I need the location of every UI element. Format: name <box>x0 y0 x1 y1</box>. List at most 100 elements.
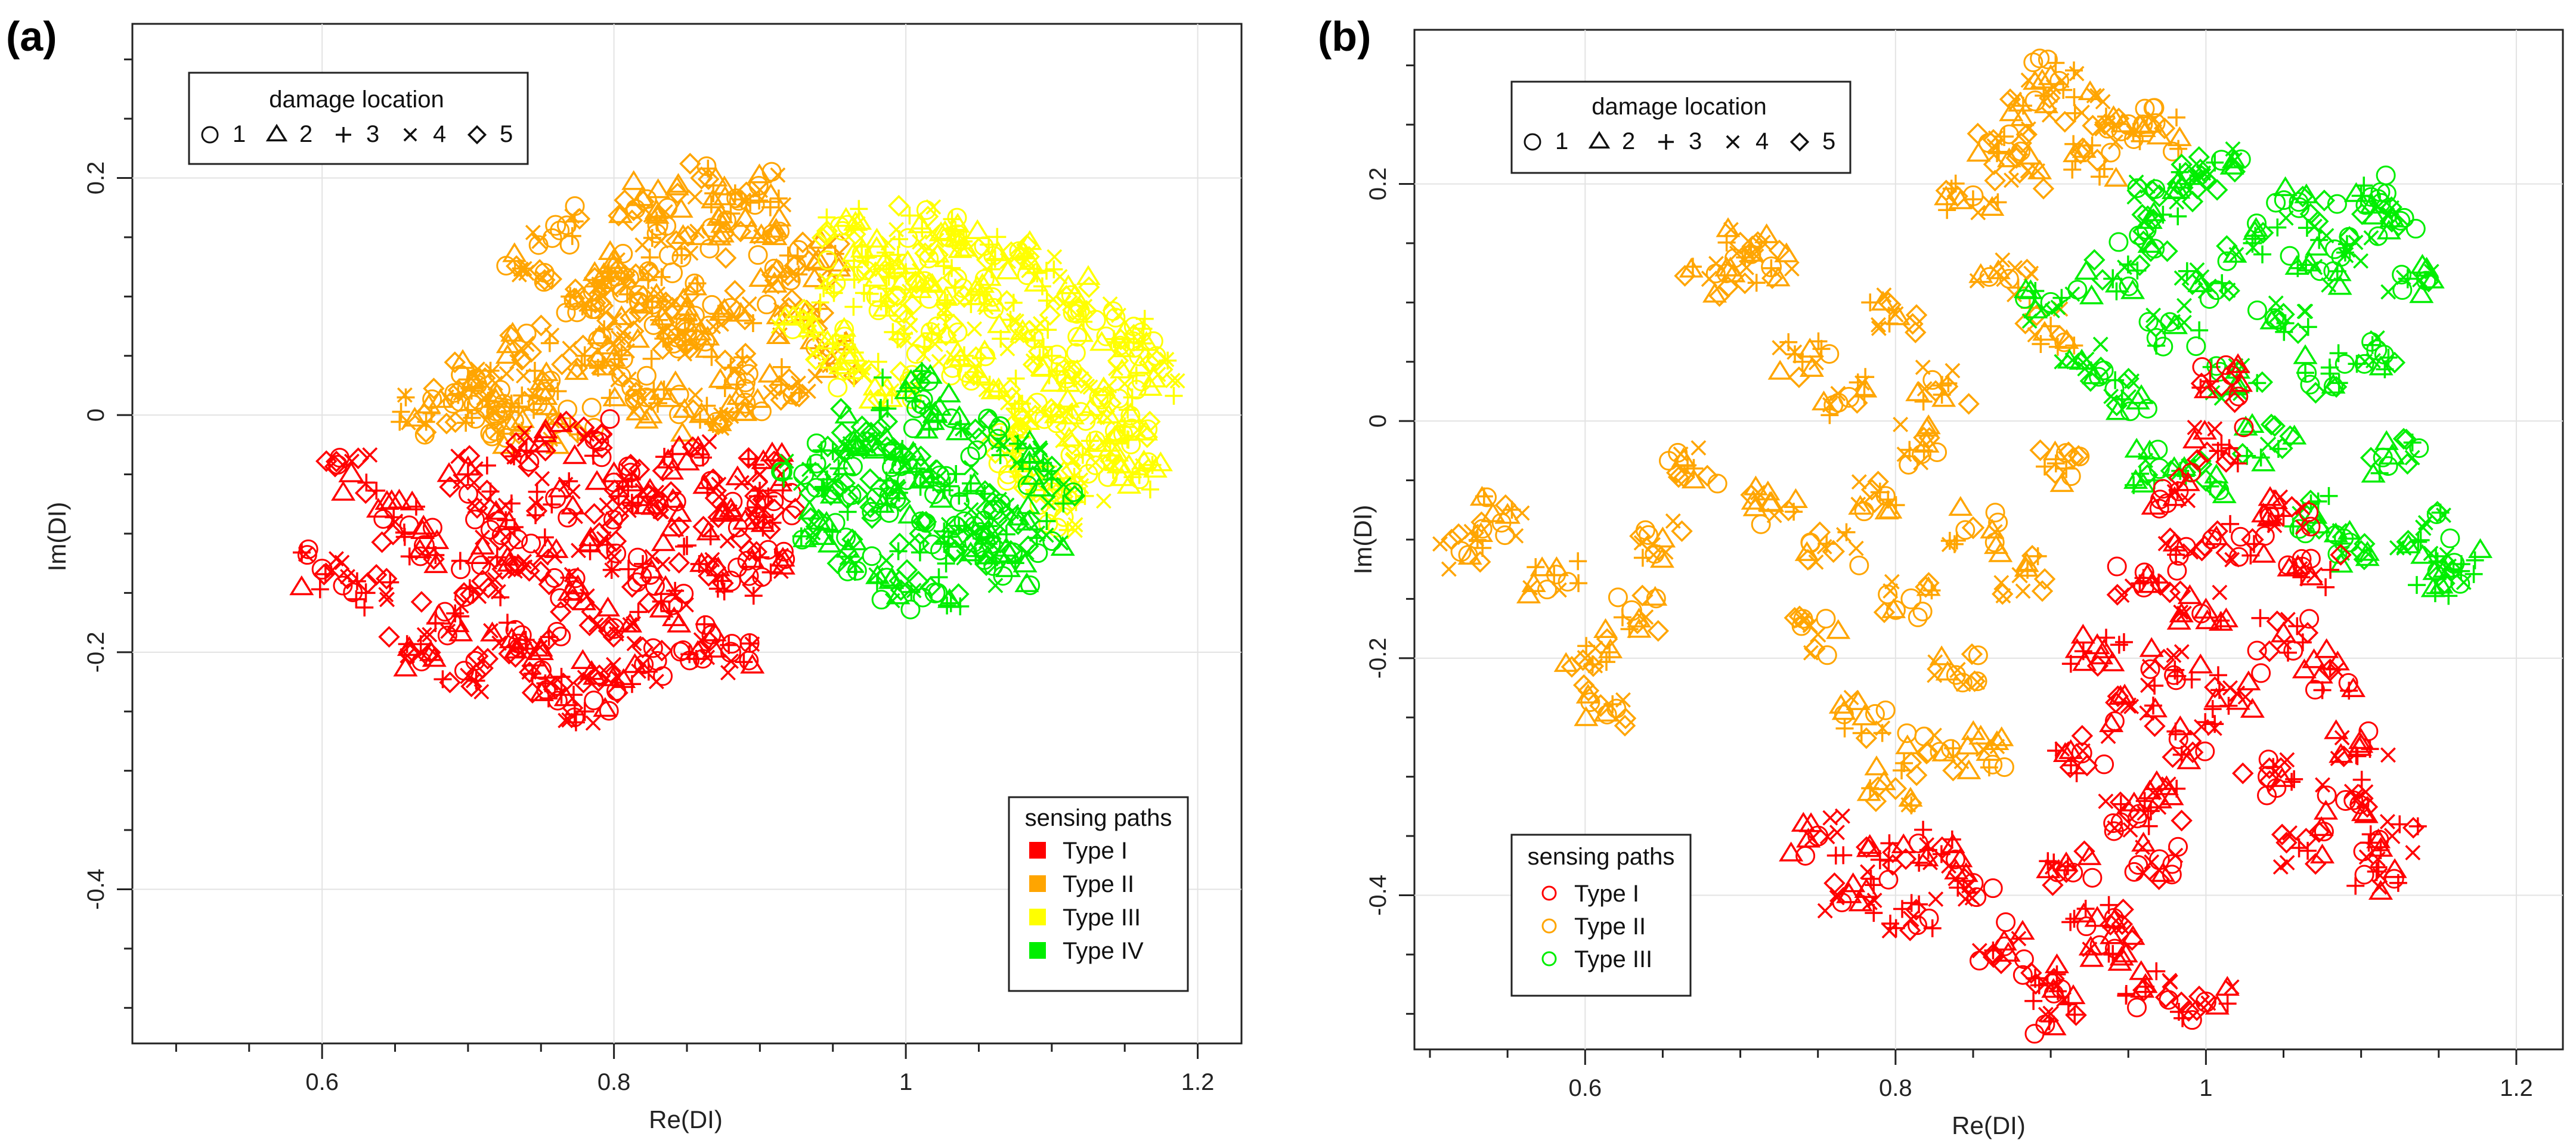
data-point <box>616 331 631 347</box>
data-point <box>465 509 485 529</box>
data-point <box>2129 254 2151 276</box>
data-point <box>2195 991 2216 1012</box>
data-point <box>949 492 970 512</box>
data-point <box>1054 494 1073 513</box>
data-point <box>676 321 698 343</box>
data-point <box>1989 726 2014 746</box>
data-point <box>2014 552 2039 572</box>
data-point <box>900 599 921 619</box>
data-point <box>907 570 930 593</box>
x-tick-label: 1 <box>899 1069 912 1095</box>
data-point <box>1118 402 1143 423</box>
data-point <box>620 501 637 518</box>
data-point <box>1864 755 1889 776</box>
data-point <box>2242 220 2268 240</box>
data-point <box>2348 728 2374 749</box>
data-point <box>2343 783 2360 800</box>
data-point <box>646 498 670 522</box>
data-point <box>1101 378 1117 394</box>
data-point <box>727 557 748 578</box>
data-point <box>2272 302 2295 326</box>
data-point <box>2023 265 2039 281</box>
data-point <box>1018 509 1041 531</box>
data-point <box>2072 138 2097 158</box>
data-point <box>938 294 956 312</box>
data-point <box>2114 633 2133 651</box>
data-point <box>2065 336 2083 355</box>
data-point <box>2042 1015 2067 1036</box>
data-point <box>1468 522 1494 543</box>
data-point <box>1169 373 1185 389</box>
data-point <box>1082 379 1098 395</box>
legend-label: 2 <box>299 121 312 147</box>
data-point <box>527 506 545 525</box>
data-point <box>2014 97 2032 115</box>
data-point <box>668 339 688 359</box>
data-point <box>1894 848 1917 870</box>
legend-marker-cross <box>403 128 417 142</box>
data-point <box>2349 540 2373 563</box>
data-point <box>2066 152 2085 171</box>
data-point <box>2023 298 2048 318</box>
data-point <box>1516 583 1541 603</box>
data-point <box>2185 999 2208 1021</box>
data-point <box>1614 714 1636 737</box>
data-point <box>1026 476 1051 497</box>
data-point <box>2085 148 2109 172</box>
data-point <box>639 261 659 281</box>
data-point <box>2259 436 2277 453</box>
data-point <box>2456 574 2472 590</box>
data-point <box>355 598 374 617</box>
data-point <box>2128 174 2144 190</box>
data-point <box>651 531 676 552</box>
data-point <box>733 475 750 491</box>
data-point <box>844 298 863 316</box>
data-point <box>2079 370 2102 392</box>
data-point <box>1876 287 1892 303</box>
data-point <box>2343 790 2364 810</box>
data-point <box>497 552 522 572</box>
data-point <box>2054 860 2078 884</box>
data-point <box>2212 584 2228 600</box>
data-point <box>881 457 902 478</box>
data-point <box>397 388 415 407</box>
data-point <box>807 368 823 384</box>
data-point <box>821 333 837 349</box>
data-point <box>1848 540 1864 556</box>
data-point <box>587 664 611 687</box>
data-point <box>1494 503 1521 524</box>
data-point <box>1980 196 2005 216</box>
data-point <box>2289 838 2309 857</box>
data-point <box>722 634 742 654</box>
data-point <box>1945 535 1964 553</box>
data-point <box>619 559 639 579</box>
data-point <box>961 474 980 492</box>
data-point <box>995 259 1020 280</box>
data-point <box>2193 378 2218 398</box>
data-point <box>2062 447 2085 469</box>
data-point <box>2071 724 2094 747</box>
data-point <box>2216 355 2236 375</box>
data-point <box>2324 239 2345 259</box>
data-point <box>642 349 661 368</box>
shape-legend-title: damage location <box>269 86 444 113</box>
data-point <box>491 558 513 580</box>
data-point <box>2330 751 2346 766</box>
data-point <box>792 529 812 550</box>
data-point <box>2044 983 2064 1003</box>
data-point <box>1772 340 1788 356</box>
data-point <box>2059 756 2081 779</box>
data-point <box>445 612 470 633</box>
data-point <box>1989 143 2008 161</box>
data-point <box>2272 859 2289 875</box>
data-point <box>2324 719 2349 739</box>
data-point <box>884 479 909 500</box>
data-point <box>1884 574 1900 590</box>
data-point <box>822 277 845 300</box>
data-point <box>1985 503 2005 523</box>
data-point <box>741 296 757 312</box>
data-point <box>1061 433 1083 456</box>
data-point <box>909 522 932 546</box>
data-point <box>638 403 663 424</box>
data-point <box>2408 817 2427 835</box>
